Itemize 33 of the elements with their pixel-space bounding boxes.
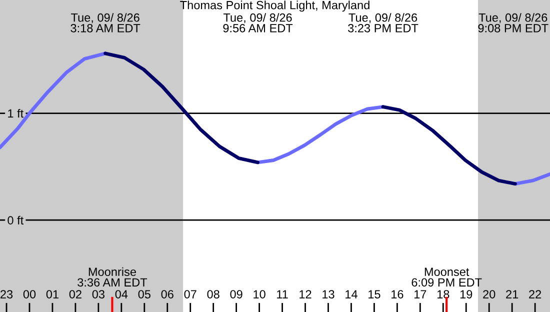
x-tick-label: 20 (483, 290, 496, 298)
annotation: Tue, 09/ 8/26 9:56 AM EDT (223, 13, 293, 32)
ref-line-label: Moonset 6:09 PM EDT (412, 268, 482, 287)
x-tick-label: 03 (92, 290, 104, 298)
x-tick-label: 08 (207, 290, 220, 298)
annotation: Tue, 09/ 8/26 3:18 AM EDT (70, 13, 140, 32)
annotation: Tue, 09/ 8/26 3:23 PM EDT (348, 13, 418, 32)
x-tick-label: 05 (138, 290, 150, 298)
x-tick-label: 12 (300, 290, 312, 298)
x-tick-label: 23 (0, 290, 13, 298)
x-tick-label: 17 (414, 290, 426, 298)
y-tick-label: 1 ft (8, 108, 24, 118)
x-tick-label: 04 (115, 290, 128, 298)
ref-line-label: Moonrise 3:36 AM EDT (78, 267, 148, 287)
x-tick-label: 00 (23, 290, 36, 298)
x-tick-label: 09 (230, 290, 242, 298)
x-tick-label: 02 (69, 290, 82, 298)
chart-title: Thomas Point Shoal Light, Maryland (180, 0, 370, 12)
y-tick-label: 0 ft (8, 216, 24, 225)
x-tick-label: 21 (506, 290, 518, 298)
x-tick-label: 18 (437, 290, 450, 298)
x-tick-label: 22 (529, 290, 542, 298)
x-tick-label: 14 (346, 290, 358, 298)
x-tick-label: 15 (368, 290, 380, 298)
x-tick-label: 16 (392, 290, 404, 298)
x-tick-label: 01 (46, 290, 58, 298)
x-tick-label: 10 (254, 290, 266, 298)
annotation: Tue, 09/ 8/26 9:08 PM EDT (478, 13, 548, 32)
x-tick-label: 06 (161, 290, 174, 298)
x-tick-label: 19 (460, 290, 472, 298)
x-tick-label: 07 (184, 290, 196, 298)
x-tick-label: 13 (322, 290, 334, 298)
x-tick-label: 11 (277, 290, 288, 298)
